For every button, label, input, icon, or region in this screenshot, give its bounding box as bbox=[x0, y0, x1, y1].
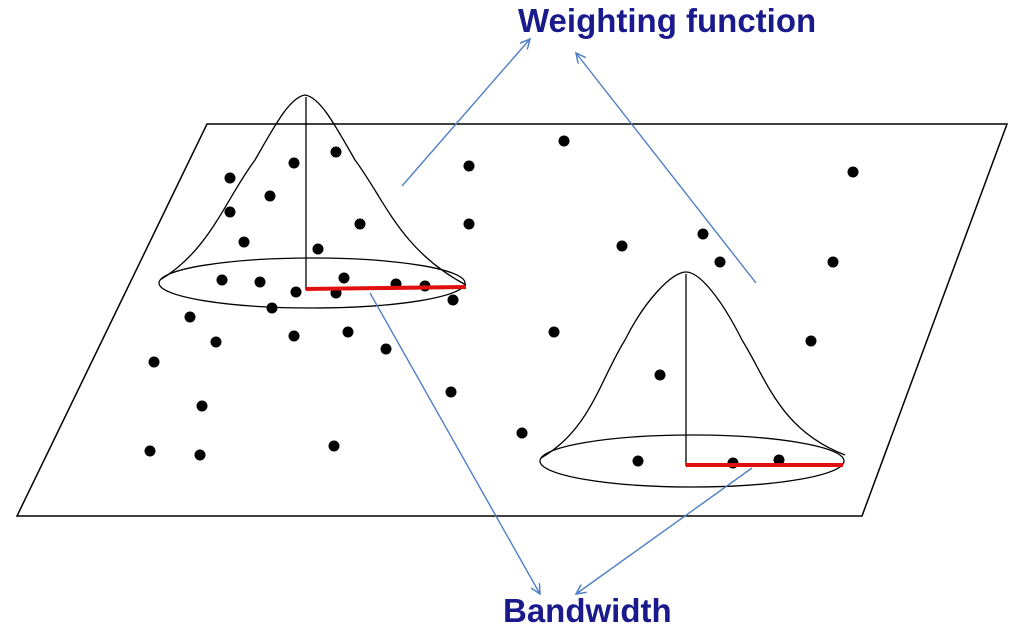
kernel-right bbox=[539, 271, 846, 488]
data-point bbox=[354, 218, 366, 230]
data-point bbox=[616, 240, 628, 252]
data-point bbox=[827, 256, 839, 268]
kernel-right-bell-curve bbox=[540, 271, 846, 459]
arrow-weighting-right bbox=[576, 53, 757, 284]
annotation-arrows bbox=[369, 39, 757, 594]
data-point bbox=[288, 157, 300, 169]
data-point bbox=[194, 449, 206, 461]
kernel-left-bandwidth-line bbox=[305, 285, 467, 291]
data-point bbox=[148, 356, 160, 368]
data-point bbox=[210, 336, 222, 348]
data-point bbox=[338, 272, 350, 284]
data-point bbox=[288, 330, 300, 342]
kernel-left-bell-curve bbox=[159, 94, 467, 286]
data-point bbox=[516, 427, 528, 439]
data-point bbox=[654, 369, 666, 381]
bandwidth-label: Bandwidth bbox=[503, 592, 672, 629]
arrow-weighting-left bbox=[401, 39, 530, 187]
data-point bbox=[447, 294, 459, 306]
data-point bbox=[463, 218, 475, 230]
data-point bbox=[184, 311, 196, 323]
data-point bbox=[805, 335, 817, 347]
data-point bbox=[328, 440, 340, 452]
arrow-bandwidth-left bbox=[369, 292, 540, 594]
data-point bbox=[445, 386, 457, 398]
data-point bbox=[266, 302, 278, 314]
data-point bbox=[224, 172, 236, 184]
data-point bbox=[548, 326, 560, 338]
data-point bbox=[290, 286, 302, 298]
kernel-right-base-ellipse bbox=[539, 434, 845, 488]
data-point bbox=[558, 135, 570, 147]
data-point bbox=[714, 256, 726, 268]
data-point bbox=[632, 455, 644, 467]
data-point bbox=[254, 276, 266, 288]
data-points bbox=[144, 135, 859, 469]
data-point bbox=[224, 206, 236, 218]
arrow-bandwidth-right bbox=[576, 467, 753, 594]
data-point bbox=[238, 236, 250, 248]
kernel-left-base-ellipse bbox=[158, 257, 466, 309]
data-point bbox=[312, 243, 324, 255]
data-point bbox=[144, 445, 156, 457]
data-point bbox=[196, 400, 208, 412]
data-point bbox=[330, 146, 342, 158]
data-point bbox=[264, 190, 276, 202]
kernel-left bbox=[158, 94, 467, 309]
data-point bbox=[216, 274, 228, 286]
data-point bbox=[847, 166, 859, 178]
data-point bbox=[463, 160, 475, 172]
ground-plane bbox=[15, 123, 1009, 517]
weighting-function-label: Weighting function bbox=[518, 2, 817, 39]
data-point bbox=[342, 326, 354, 338]
data-point bbox=[773, 454, 785, 466]
data-point bbox=[380, 343, 392, 355]
data-point bbox=[697, 228, 709, 240]
